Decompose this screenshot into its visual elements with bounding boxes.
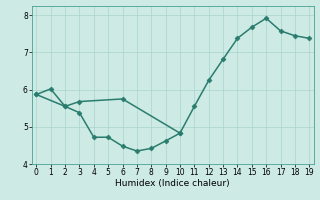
X-axis label: Humidex (Indice chaleur): Humidex (Indice chaleur) <box>116 179 230 188</box>
